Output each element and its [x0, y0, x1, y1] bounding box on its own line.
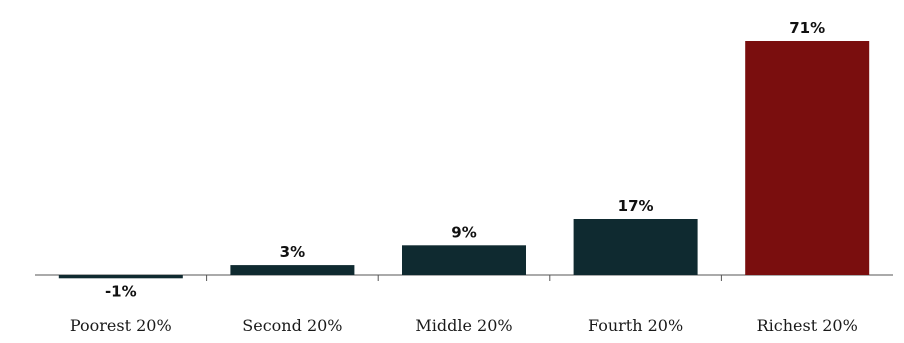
category-label: Second 20%	[242, 316, 342, 335]
category-labels-group: Poorest 20% Second 20% Middle 20% Fourth 20…	[70, 316, 858, 335]
bar-second-20	[230, 265, 355, 275]
value-labels-group: -1% 3% 9% 17% 71%	[105, 19, 825, 300]
bar-poorest-20	[58, 275, 183, 279]
bar-fourth-20	[573, 219, 698, 275]
category-label: Richest 20%	[757, 316, 858, 335]
value-label: 17%	[618, 197, 654, 215]
category-label: Middle 20%	[415, 316, 512, 335]
value-label: 71%	[789, 19, 825, 37]
value-label: -1%	[105, 282, 137, 300]
x-axis-ticks	[206, 275, 722, 281]
category-label: Fourth 20%	[588, 316, 683, 335]
value-label: 9%	[451, 223, 476, 241]
value-label: 3%	[280, 243, 305, 261]
bars-group	[58, 41, 870, 279]
bar-middle-20	[402, 245, 526, 275]
category-label: Poorest 20%	[70, 316, 172, 335]
bar-richest-20	[745, 41, 870, 275]
